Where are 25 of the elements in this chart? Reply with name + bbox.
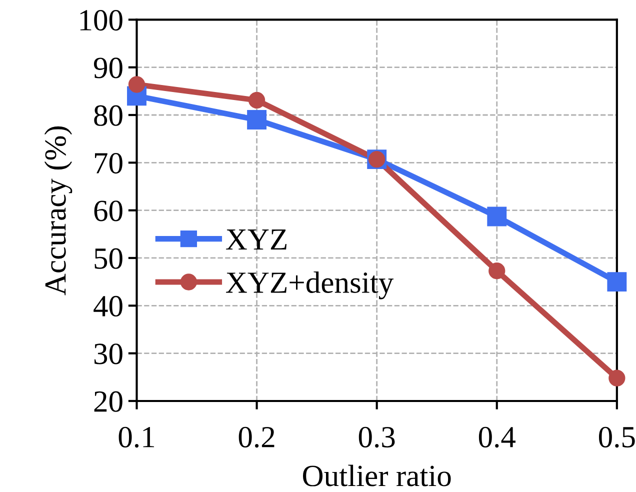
x-tick-label: 0.3 xyxy=(358,426,395,448)
y-tick-label: 100 xyxy=(80,10,122,31)
y-tick-label: 80 xyxy=(94,105,122,126)
x-tick-label: 0.1 xyxy=(118,426,154,448)
y-tick-label: 70 xyxy=(95,152,122,174)
x-tick-label: 0.4 xyxy=(478,426,516,448)
legend-label: XYZ+density xyxy=(226,271,394,300)
x-tick-label: 0.5 xyxy=(598,426,635,448)
y-tick-label: 40 xyxy=(94,296,122,317)
x-axis-title: Outlier ratio xyxy=(302,464,451,486)
point xyxy=(248,92,266,109)
x-tick-label: 0.2 xyxy=(238,426,274,448)
y-tick-label: 90 xyxy=(94,58,122,78)
point xyxy=(487,206,507,226)
point xyxy=(488,262,506,280)
point xyxy=(247,110,267,130)
legend-label: XYZ xyxy=(226,230,286,250)
point xyxy=(608,370,626,386)
y-tick-label: 20 xyxy=(94,391,122,412)
y-tick-label: 60 xyxy=(94,200,122,222)
y-tick-label: 50 xyxy=(94,248,122,269)
point xyxy=(607,272,627,292)
y-axis-title: Accuracy (%) xyxy=(44,126,72,296)
y-tick-label: 30 xyxy=(94,344,122,364)
point xyxy=(128,76,146,93)
